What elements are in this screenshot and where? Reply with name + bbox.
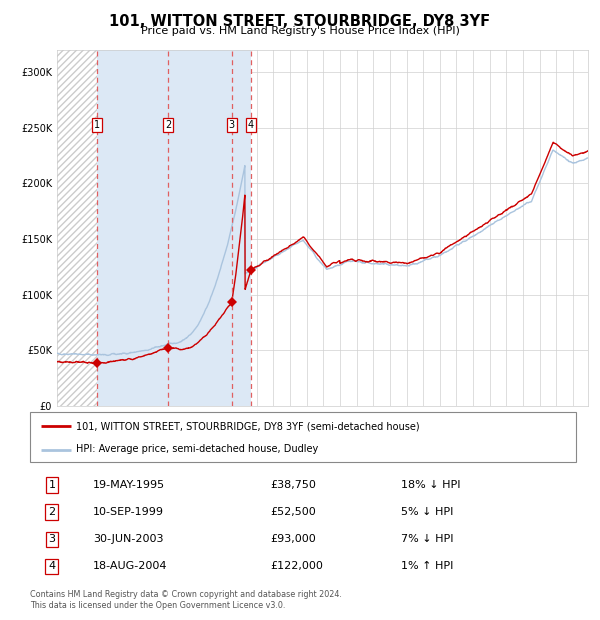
Text: 3: 3 bbox=[229, 120, 235, 130]
Text: Contains HM Land Registry data © Crown copyright and database right 2024.
This d: Contains HM Land Registry data © Crown c… bbox=[30, 590, 342, 609]
Text: 2: 2 bbox=[165, 120, 172, 130]
Text: 101, WITTON STREET, STOURBRIDGE, DY8 3YF: 101, WITTON STREET, STOURBRIDGE, DY8 3YF bbox=[109, 14, 491, 29]
Text: 18-AUG-2004: 18-AUG-2004 bbox=[93, 562, 167, 572]
Text: £93,000: £93,000 bbox=[270, 534, 316, 544]
Text: 2: 2 bbox=[48, 507, 55, 517]
Text: 1: 1 bbox=[94, 120, 100, 130]
Text: 4: 4 bbox=[248, 120, 254, 130]
Text: 10-SEP-1999: 10-SEP-1999 bbox=[93, 507, 164, 517]
Text: HPI: Average price, semi-detached house, Dudley: HPI: Average price, semi-detached house,… bbox=[76, 445, 319, 454]
Text: 5% ↓ HPI: 5% ↓ HPI bbox=[401, 507, 454, 517]
Bar bbox=[57, 50, 97, 406]
Text: 1: 1 bbox=[49, 480, 55, 490]
Bar bbox=[97, 50, 251, 406]
Text: 7% ↓ HPI: 7% ↓ HPI bbox=[401, 534, 454, 544]
Text: 1% ↑ HPI: 1% ↑ HPI bbox=[401, 562, 454, 572]
Text: Price paid vs. HM Land Registry's House Price Index (HPI): Price paid vs. HM Land Registry's House … bbox=[140, 26, 460, 36]
Text: £38,750: £38,750 bbox=[270, 480, 316, 490]
Text: 3: 3 bbox=[49, 534, 55, 544]
Text: 18% ↓ HPI: 18% ↓ HPI bbox=[401, 480, 461, 490]
Text: 30-JUN-2003: 30-JUN-2003 bbox=[93, 534, 163, 544]
Text: 4: 4 bbox=[48, 562, 55, 572]
Text: 101, WITTON STREET, STOURBRIDGE, DY8 3YF (semi-detached house): 101, WITTON STREET, STOURBRIDGE, DY8 3YF… bbox=[76, 421, 420, 431]
Text: £52,500: £52,500 bbox=[270, 507, 316, 517]
Text: 19-MAY-1995: 19-MAY-1995 bbox=[93, 480, 165, 490]
Text: £122,000: £122,000 bbox=[270, 562, 323, 572]
